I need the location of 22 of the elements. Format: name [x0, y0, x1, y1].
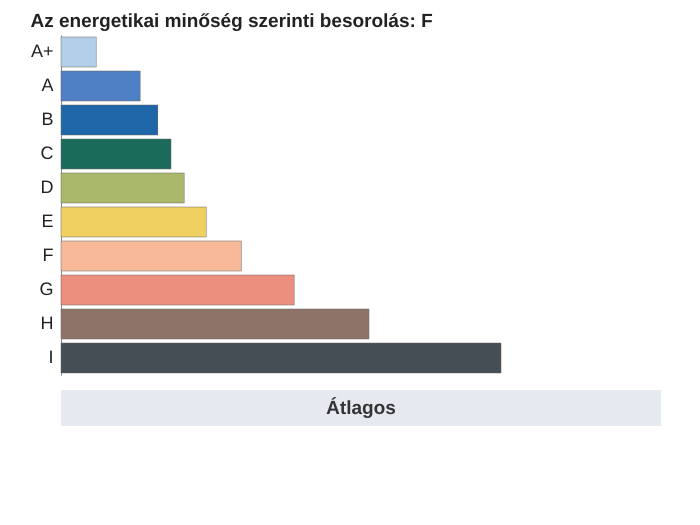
y-tick-label: H	[40, 313, 54, 333]
bar	[60, 172, 184, 204]
text: Átlagos	[326, 397, 396, 419]
y-tick-label: A	[41, 75, 54, 95]
y-tick-label: B	[41, 109, 54, 129]
y-tick-label: I	[48, 347, 54, 367]
y-tick-label: E	[41, 211, 54, 231]
y-tick-label: A+	[30, 41, 54, 61]
y-tick-label: D	[40, 177, 54, 197]
y-tick-label: G	[39, 279, 54, 299]
bar	[60, 342, 502, 374]
bar	[60, 240, 242, 272]
y-tick-label: F	[42, 245, 54, 265]
chart-title: Az energetikai minőség szerinti besorolás: F	[30, 11, 433, 32]
bar	[60, 274, 294, 306]
bar	[60, 206, 206, 238]
y-tick-label: C	[40, 143, 54, 163]
bar	[60, 104, 158, 136]
bar	[60, 308, 370, 340]
bar	[60, 138, 172, 170]
bar	[60, 70, 140, 102]
bar	[60, 36, 96, 68]
